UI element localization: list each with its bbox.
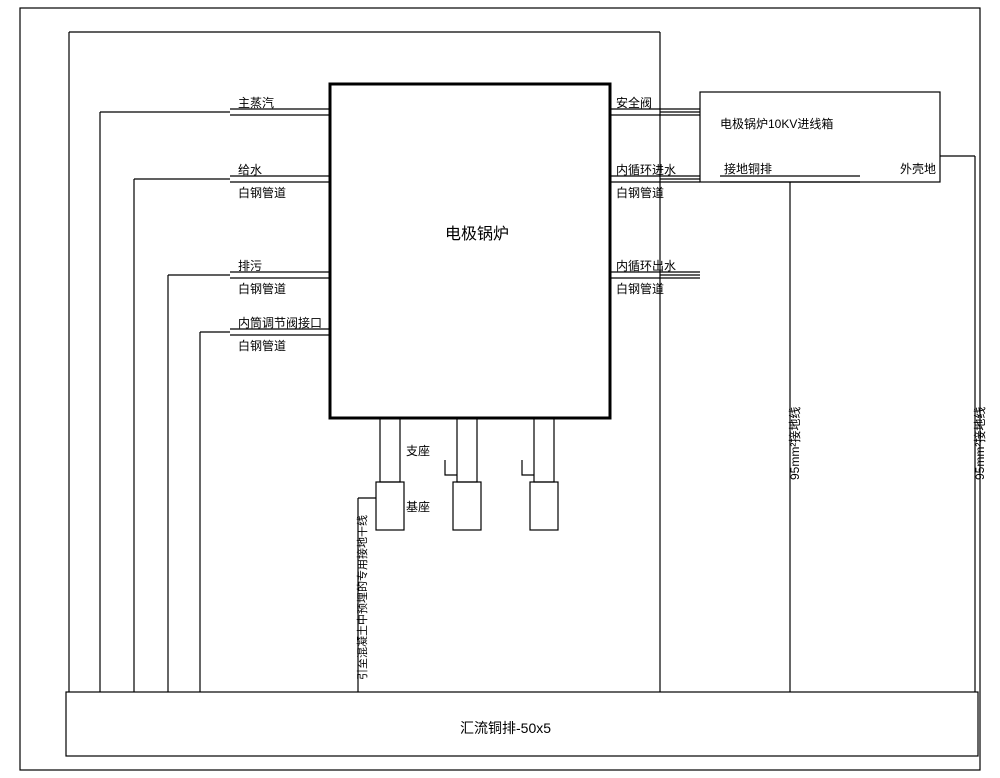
support-1-base: [376, 482, 404, 530]
inlet-shell-ground-label: 外壳地: [900, 160, 936, 177]
ground-wire-2-label: 95mm²接地线: [971, 407, 988, 480]
support-1-top: [380, 418, 400, 482]
right-port-2-label-bot: 白钢管道: [616, 184, 664, 201]
left-port-3-label-bot: 白钢管道: [238, 280, 286, 297]
left-port-1-label-top: 主蒸汽: [238, 94, 274, 111]
diagram-canvas: [0, 0, 1000, 778]
concrete-ground-label: 引至混凝土中预埋的专用接地干线: [354, 515, 370, 680]
left-port-3-label-top: 排污: [238, 257, 262, 274]
right-port-2-label-top: 内循环进水: [616, 161, 676, 178]
right-port-3-label-top: 内循环出水: [616, 257, 676, 274]
right-port-1-label-top: 安全阀: [616, 94, 652, 111]
inlet-ground-busbar-label: 接地铜排: [724, 160, 772, 177]
frame: [20, 8, 980, 770]
left-port-2-label-bot: 白钢管道: [238, 184, 286, 201]
ground-wire-1-label: 95mm²接地线: [786, 407, 803, 480]
busbar-label: 汇流铜排-50x5: [460, 718, 551, 738]
right-port-3-label-bot: 白钢管道: [616, 280, 664, 297]
support-zhizuo-label: 支座: [406, 442, 430, 459]
support-2-base: [453, 482, 481, 530]
support-2-top: [457, 418, 477, 482]
boiler-box: [330, 84, 610, 418]
left-port-4-label-bot: 白钢管道: [238, 337, 286, 354]
support-3-top: [534, 418, 554, 482]
support-2-hook: [445, 460, 457, 475]
inlet-box-title: 电极锅炉10KV进线箱: [720, 115, 833, 132]
support-jizuo-label: 基座: [406, 498, 430, 515]
support-3-hook: [522, 460, 534, 475]
left-port-4-label-top: 内筒调节阀接口: [238, 314, 322, 331]
support-3-base: [530, 482, 558, 530]
left-port-2-label-top: 给水: [238, 161, 262, 178]
boiler-title: 电极锅炉: [445, 220, 509, 244]
